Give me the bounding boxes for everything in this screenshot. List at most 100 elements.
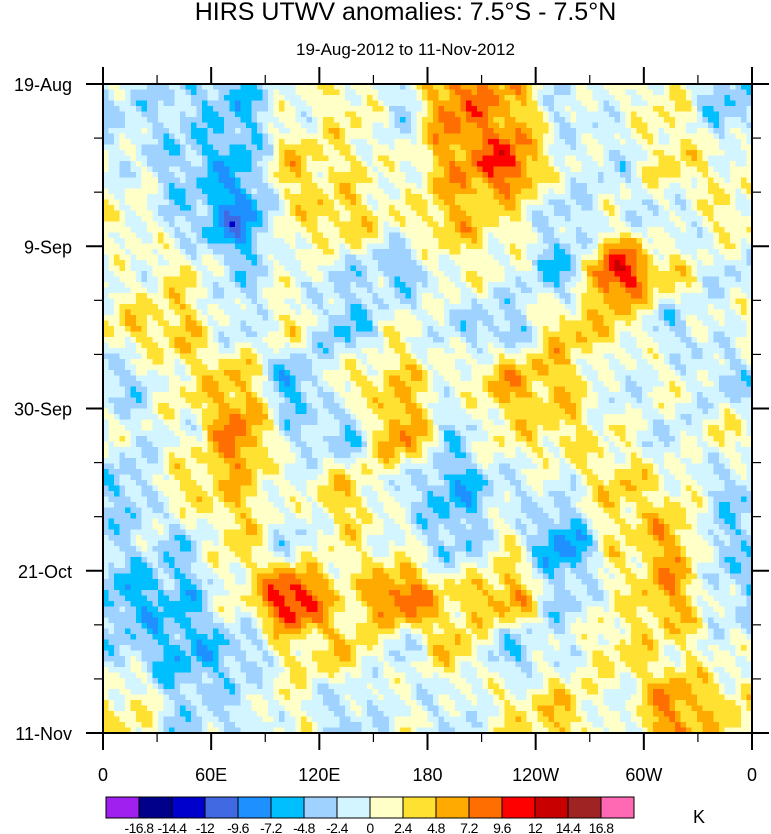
heatmap-cell <box>449 194 456 201</box>
heatmap-cell <box>488 276 495 283</box>
heatmap-cell <box>570 133 577 140</box>
heatmap-cell <box>174 172 181 179</box>
heatmap-cell <box>108 188 115 195</box>
heatmap-cell <box>383 177 390 184</box>
heatmap-cell <box>455 144 462 151</box>
heatmap-cell <box>444 194 451 201</box>
heatmap-cell <box>262 172 269 179</box>
heatmap-cell <box>680 221 687 228</box>
heatmap-cell <box>174 155 181 162</box>
heatmap-cell <box>339 139 346 146</box>
heatmap-cell <box>207 216 214 223</box>
heatmap-cell <box>290 139 297 146</box>
heatmap-cell <box>229 282 236 289</box>
heatmap-cell <box>394 216 401 223</box>
heatmap-cell <box>433 304 440 311</box>
heatmap-cell <box>383 276 390 283</box>
heatmap-cell <box>163 309 170 316</box>
heatmap-cell <box>323 133 330 140</box>
heatmap-cell <box>240 117 247 124</box>
heatmap-cell <box>416 232 423 239</box>
heatmap-cell <box>548 84 555 91</box>
heatmap-cell <box>174 238 181 245</box>
heatmap-cell <box>570 122 577 129</box>
heatmap-cell <box>125 166 132 173</box>
heatmap-cell <box>664 133 671 140</box>
heatmap-cell <box>719 194 726 201</box>
heatmap-cell <box>576 133 583 140</box>
heatmap-cell <box>312 128 319 135</box>
heatmap-cell <box>119 155 126 162</box>
heatmap-cell <box>713 243 720 250</box>
heatmap-cell <box>218 128 225 135</box>
heatmap-cell <box>730 150 737 157</box>
heatmap-cell <box>675 254 682 261</box>
heatmap-cell <box>180 194 187 201</box>
heatmap-cell <box>224 133 231 140</box>
heatmap-cell <box>383 271 390 278</box>
heatmap-cell <box>411 199 418 206</box>
heatmap-cell <box>251 265 258 272</box>
heatmap-cell <box>438 282 445 289</box>
heatmap-cell <box>708 238 715 245</box>
heatmap-cell <box>631 128 638 135</box>
heatmap-cell <box>268 271 275 278</box>
heatmap-cell <box>411 260 418 267</box>
heatmap-cell <box>614 106 621 113</box>
heatmap-cell <box>658 309 665 316</box>
heatmap-cell <box>466 293 473 300</box>
heatmap-cell <box>383 304 390 311</box>
heatmap-cell <box>565 122 572 129</box>
heatmap-cell <box>592 282 599 289</box>
heatmap-cell <box>603 172 610 179</box>
heatmap-cell <box>257 139 264 146</box>
heatmap-cell <box>108 84 115 91</box>
heatmap-cell <box>345 111 352 118</box>
heatmap-cell <box>224 276 231 283</box>
heatmap-cell <box>367 166 374 173</box>
heatmap-cell <box>477 194 484 201</box>
heatmap-cell <box>510 188 517 195</box>
heatmap-cell <box>268 89 275 96</box>
heatmap-cell <box>554 194 561 201</box>
heatmap-cell <box>548 221 555 228</box>
heatmap-cell <box>598 287 605 294</box>
heatmap-cell <box>202 315 209 322</box>
heatmap-cell <box>675 128 682 135</box>
heatmap-cell <box>576 106 583 113</box>
heatmap-cell <box>361 227 368 234</box>
heatmap-cell <box>515 155 522 162</box>
heatmap-cell <box>339 128 346 135</box>
heatmap-cell <box>675 238 682 245</box>
heatmap-cell <box>191 282 198 289</box>
heatmap-cell <box>284 221 291 228</box>
heatmap-cell <box>147 276 154 283</box>
heatmap-cell <box>174 260 181 267</box>
heatmap-cell <box>713 111 720 118</box>
heatmap-cell <box>724 166 731 173</box>
heatmap-cell <box>697 150 704 157</box>
heatmap-cell <box>295 249 302 256</box>
heatmap-cell <box>119 161 126 168</box>
heatmap-cell <box>598 122 605 129</box>
heatmap-cell <box>163 194 170 201</box>
heatmap-cell <box>372 133 379 140</box>
heatmap-cell <box>526 243 533 250</box>
heatmap-cell <box>207 150 214 157</box>
heatmap-cell <box>548 95 555 102</box>
heatmap-cell <box>224 100 231 107</box>
heatmap-cell <box>389 183 396 190</box>
heatmap-cell <box>493 287 500 294</box>
heatmap-cell <box>136 227 143 234</box>
heatmap-cell <box>279 177 286 184</box>
heatmap-cell <box>444 271 451 278</box>
heatmap-cell <box>537 100 544 107</box>
heatmap-cell <box>526 293 533 300</box>
heatmap-cell <box>372 221 379 228</box>
heatmap-cell <box>367 84 374 91</box>
heatmap-cell <box>647 210 654 217</box>
heatmap-cell <box>614 150 621 157</box>
heatmap-cell <box>180 282 187 289</box>
heatmap-cell <box>405 243 412 250</box>
heatmap-cell <box>185 243 192 250</box>
